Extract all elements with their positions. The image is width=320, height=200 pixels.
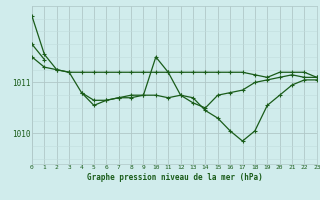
X-axis label: Graphe pression niveau de la mer (hPa): Graphe pression niveau de la mer (hPa) [86, 173, 262, 182]
